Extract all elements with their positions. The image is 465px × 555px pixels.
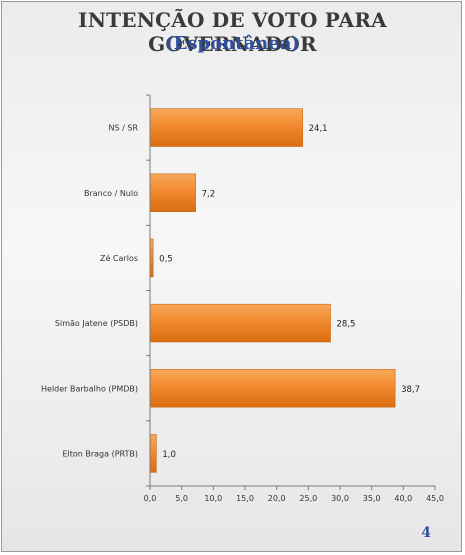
x-tick-label: 35,0 [363, 494, 381, 503]
bar [149, 434, 157, 473]
data-label: 7,2 [202, 189, 216, 199]
category-label: Zé Carlos [100, 253, 138, 263]
x-tick-label: 25,0 [299, 494, 317, 503]
category-label: Elton Braga (PRTB) [62, 449, 138, 458]
x-tick-label: 5,0 [175, 494, 188, 503]
x-tick-label: 20,0 [268, 494, 286, 503]
x-tick-label: 10,0 [204, 494, 222, 503]
category-label: Branco / Nulo [84, 189, 138, 198]
x-tick-label: 0,0 [144, 494, 157, 503]
data-label: 0,5 [159, 254, 173, 264]
bar [149, 303, 331, 343]
category-label: NS / SR [109, 124, 139, 133]
bar [149, 173, 196, 212]
category-label: Simão Jatene (PSDB) [55, 319, 138, 328]
data-label: 1,0 [162, 450, 176, 460]
data-label: 38,7 [401, 385, 420, 395]
bar [149, 369, 396, 408]
chart-subtitle: (Espontânea) [165, 33, 300, 54]
chart-title: INTENÇÃO DE VOTO PARA GOVERNADOR [78, 8, 387, 56]
category-label: Helder Barbalho (PMDB) [41, 384, 138, 393]
x-tick-label: 45,0 [426, 494, 444, 503]
page-number: 4 [421, 525, 431, 541]
x-tick-label: 15,0 [236, 494, 254, 503]
data-label: 24,1 [309, 124, 328, 134]
x-tick-label: 40,0 [394, 494, 412, 503]
bar [149, 108, 303, 147]
x-tick-label: 30,0 [331, 494, 349, 503]
data-label: 28,5 [337, 320, 356, 330]
